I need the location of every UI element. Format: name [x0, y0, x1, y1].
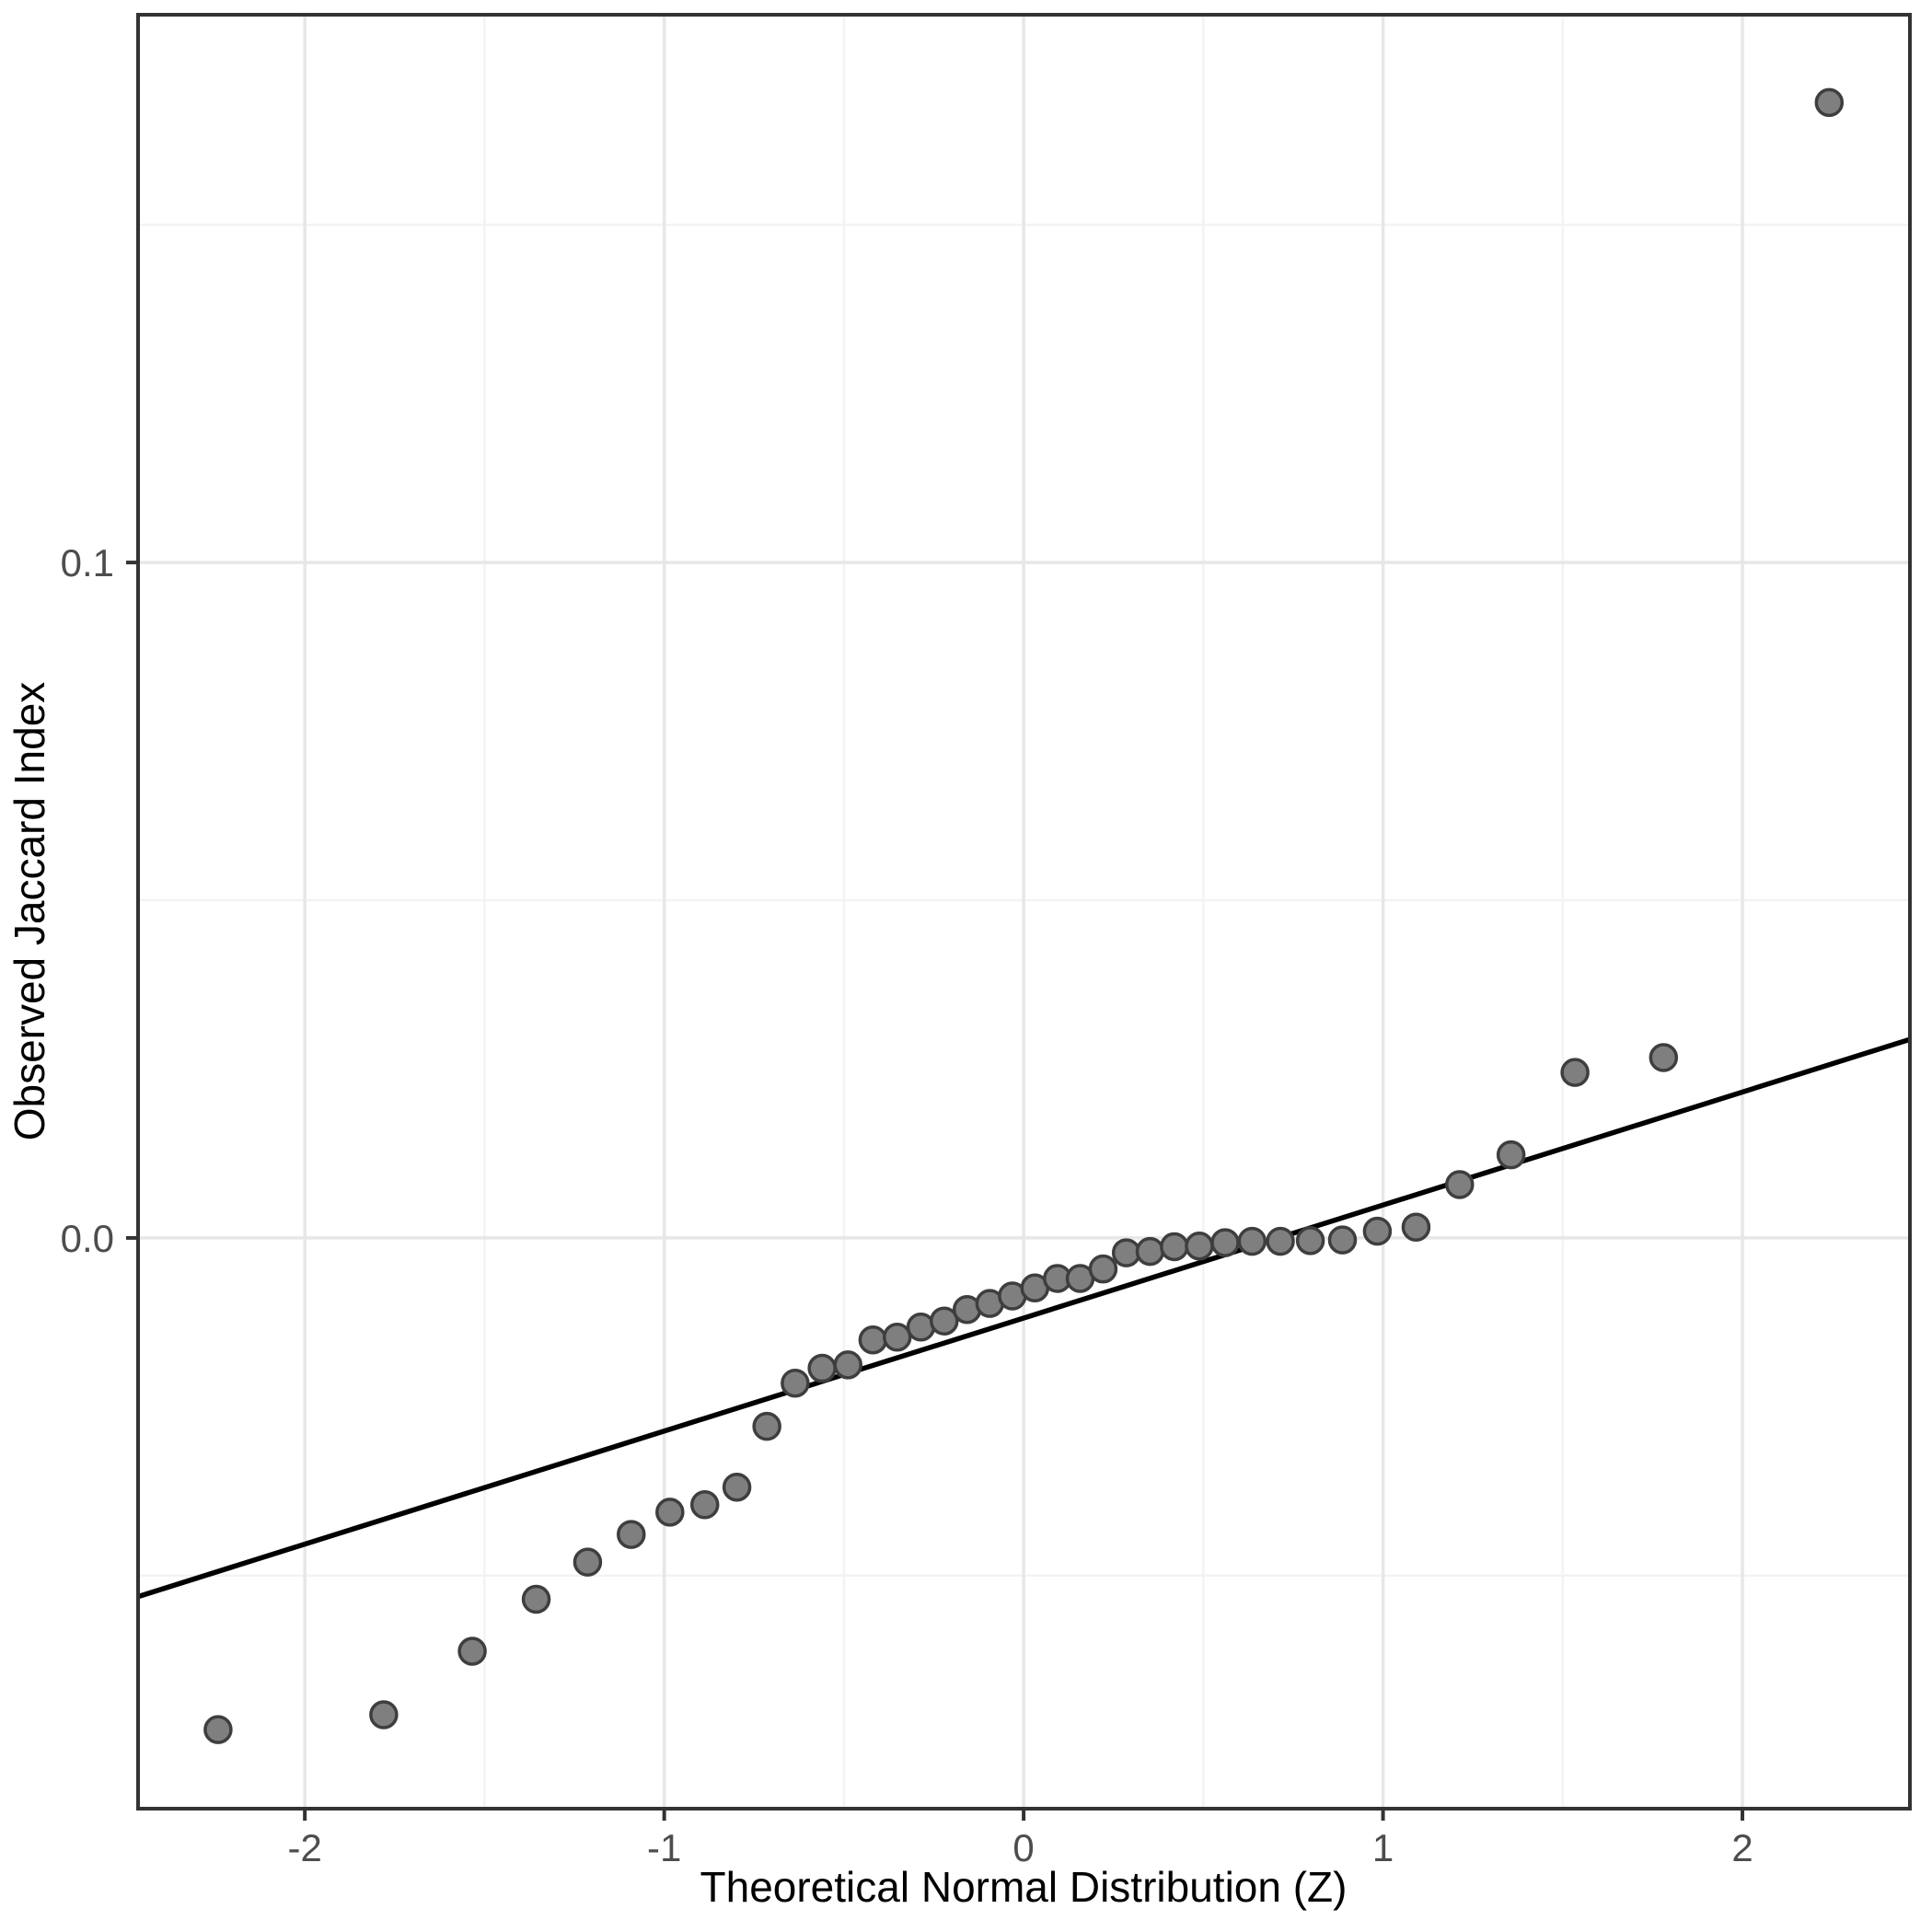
data-point	[833, 1350, 862, 1380]
scatter-points-layer	[203, 87, 1845, 1744]
data-point	[1266, 1226, 1295, 1256]
major-gridlines	[138, 15, 1910, 1809]
x-tick-label: 2	[1731, 1826, 1753, 1869]
data-point	[781, 1368, 810, 1398]
data-point	[752, 1411, 781, 1441]
data-point	[1496, 1140, 1526, 1170]
data-point	[906, 1313, 936, 1342]
x-tick-label: -2	[287, 1826, 321, 1869]
data-point	[203, 1715, 233, 1744]
data-point	[858, 1325, 888, 1355]
y-tick-label: 0.1	[61, 541, 114, 584]
axis-tick-marks	[126, 561, 1745, 1821]
data-point	[1362, 1216, 1393, 1246]
data-point	[573, 1547, 603, 1577]
data-point	[807, 1353, 837, 1383]
x-axis-title: Theoretical Normal Distribution (Z)	[700, 1863, 1348, 1911]
data-point	[689, 1490, 720, 1520]
data-point	[1814, 87, 1845, 118]
data-point	[882, 1323, 912, 1352]
data-point	[457, 1637, 487, 1666]
x-tick-label: -1	[647, 1826, 681, 1869]
data-point	[1088, 1254, 1118, 1284]
data-point	[617, 1520, 646, 1549]
qq-line	[137, 1036, 1911, 1600]
axis-tick-labels: -2 -1 0 1 2 0.0 0.1	[61, 541, 1753, 1869]
data-point	[930, 1306, 959, 1336]
data-point	[1401, 1212, 1431, 1242]
x-tick-label: 1	[1372, 1826, 1394, 1869]
data-point	[369, 1700, 399, 1730]
data-point	[722, 1472, 752, 1502]
y-tick-label: 0.0	[61, 1217, 114, 1260]
data-point	[1111, 1238, 1141, 1267]
data-point	[1445, 1170, 1475, 1199]
data-point	[1327, 1225, 1358, 1255]
y-axis-title: Observed Jaccard Index	[6, 682, 53, 1141]
data-point	[1185, 1231, 1214, 1261]
data-point	[1135, 1236, 1165, 1267]
data-point	[521, 1584, 551, 1614]
x-tick-label: 0	[1012, 1826, 1034, 1869]
data-point	[1160, 1232, 1189, 1262]
data-point	[1295, 1226, 1325, 1255]
qq-reference-line-layer	[137, 1036, 1911, 1600]
data-point	[1237, 1226, 1267, 1256]
data-point	[1649, 1043, 1679, 1072]
data-point	[655, 1498, 685, 1527]
data-point	[1560, 1058, 1590, 1087]
data-point	[1210, 1228, 1240, 1257]
